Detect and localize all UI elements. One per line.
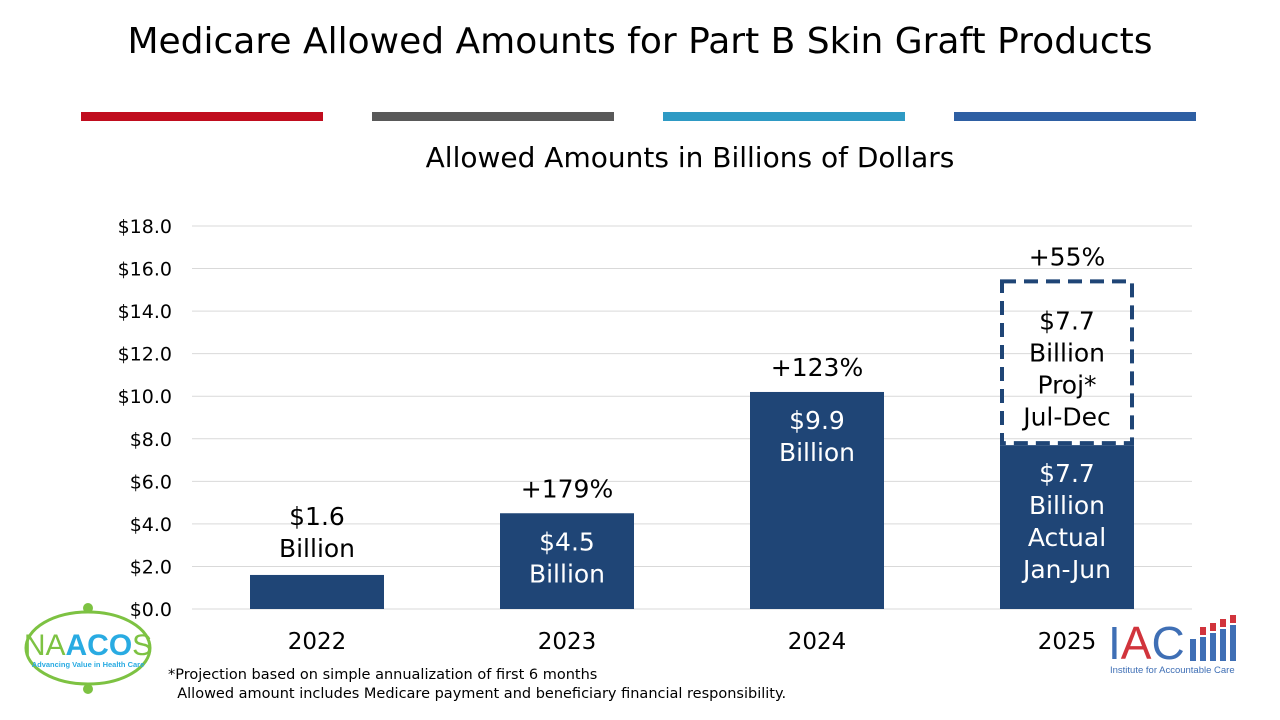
svg-text:NAACOS: NAACOS: [24, 629, 152, 662]
bar: [250, 574, 384, 609]
data-label: $7.7: [1039, 459, 1095, 488]
growth-label: +123%: [771, 353, 863, 382]
growth-label: +179%: [521, 474, 613, 503]
data-label: Billion: [1029, 491, 1105, 520]
projection-label: Billion: [1029, 338, 1105, 367]
divider-blue: [954, 112, 1196, 121]
footnote: *Projection based on simple annualizatio…: [168, 666, 786, 704]
divider-gray: [372, 112, 614, 121]
svg-text:Institute for Accountable Care: Institute for Accountable Care: [1110, 665, 1235, 675]
page-title: Medicare Allowed Amounts for Part B Skin…: [127, 21, 1153, 62]
bar: [500, 513, 634, 609]
y-tick-label: $4.0: [130, 514, 172, 536]
y-tick-label: $10.0: [118, 386, 172, 408]
chart-title: Allowed Amounts in Billions of Dollars: [425, 141, 955, 174]
y-tick-label: $0.0: [130, 599, 172, 621]
footnote-line-1: *Projection based on simple annualizatio…: [168, 667, 598, 683]
projected-bar: [1000, 279, 1134, 446]
x-tick-label: 2025: [1038, 629, 1097, 655]
data-label: $9.9: [789, 406, 845, 435]
data-label: Jan-Jun: [1021, 555, 1111, 584]
projection-label: $7.7: [1039, 306, 1095, 335]
x-tick-label: 2023: [538, 629, 597, 655]
growth-label: +55%: [1029, 242, 1106, 271]
y-tick-label: $6.0: [130, 471, 172, 493]
data-label: Billion: [529, 559, 605, 588]
bar: [1000, 445, 1134, 609]
bar: [750, 391, 884, 609]
projection-label: Jul-Dec: [1021, 402, 1111, 431]
y-tick-label: $14.0: [118, 301, 172, 323]
projection-label: Proj*: [1037, 370, 1096, 399]
data-label: Billion: [779, 438, 855, 467]
data-label: Billion: [279, 534, 355, 563]
y-tick-label: $8.0: [130, 429, 172, 451]
y-tick-label: $2.0: [130, 556, 172, 578]
y-tick-label: $18.0: [118, 216, 172, 238]
data-label: $4.5: [539, 527, 595, 556]
data-label: $1.6: [289, 502, 345, 531]
data-label: Actual: [1028, 523, 1106, 552]
y-tick-label: $12.0: [118, 344, 172, 366]
naacos-logo: NAACOS Advancing Value in Health Care: [24, 603, 152, 694]
svg-text:Advancing Value in Health Care: Advancing Value in Health Care: [32, 660, 145, 669]
x-tick-label: 2022: [288, 629, 347, 655]
iac-logo: IAC Institute for Accountable Care: [1108, 615, 1236, 675]
svg-text:IAC: IAC: [1108, 617, 1185, 669]
divider-teal: [663, 112, 905, 121]
x-tick-label: 2024: [788, 629, 847, 655]
divider-red: [81, 112, 323, 121]
y-tick-label: $16.0: [118, 259, 172, 281]
footnote-line-2: Allowed amount includes Medicare payment…: [168, 686, 787, 702]
